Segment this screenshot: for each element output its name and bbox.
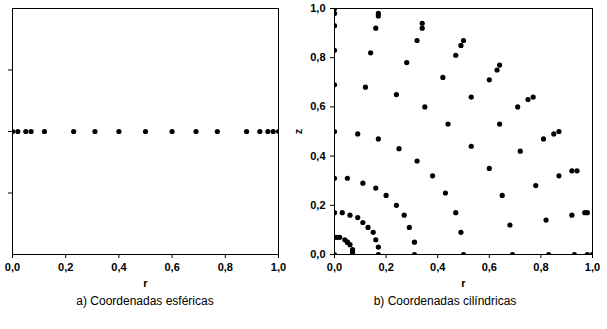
html-text:a) Coordenadas esféricas: a) Coordenadas esféricas	[76, 294, 214, 308]
html-text:b) Coordenadas cilíndricas: b) Coordenadas cilíndricas	[373, 294, 517, 308]
svg-text:1,0: 1,0	[585, 261, 600, 273]
svg-text:0,2: 0,2	[378, 261, 393, 273]
svg-text:0,6: 0,6	[164, 261, 179, 273]
svg-text:z: z	[292, 128, 304, 134]
svg-text:0,0: 0,0	[327, 261, 342, 273]
svg-text:1,0: 1,0	[310, 2, 325, 14]
svg-text:0,8: 0,8	[533, 261, 548, 273]
svg-text:r: r	[461, 277, 466, 289]
svg-text:0,6: 0,6	[310, 100, 325, 112]
svg-text:0,0: 0,0	[5, 261, 20, 273]
svg-text:0,4: 0,4	[430, 261, 446, 273]
svg-text:r: r	[143, 277, 148, 289]
svg-text:0,2: 0,2	[310, 199, 325, 211]
svg-text:1,0: 1,0	[271, 261, 286, 273]
svg-text:0,4: 0,4	[111, 261, 127, 273]
svg-text:0,4: 0,4	[310, 150, 326, 162]
svg-text:0,8: 0,8	[310, 51, 325, 63]
svg-text:0,6: 0,6	[482, 261, 497, 273]
svg-text:0,2: 0,2	[58, 261, 73, 273]
svg-text:0,8: 0,8	[218, 261, 233, 273]
svg-text:0,0: 0,0	[310, 248, 325, 260]
